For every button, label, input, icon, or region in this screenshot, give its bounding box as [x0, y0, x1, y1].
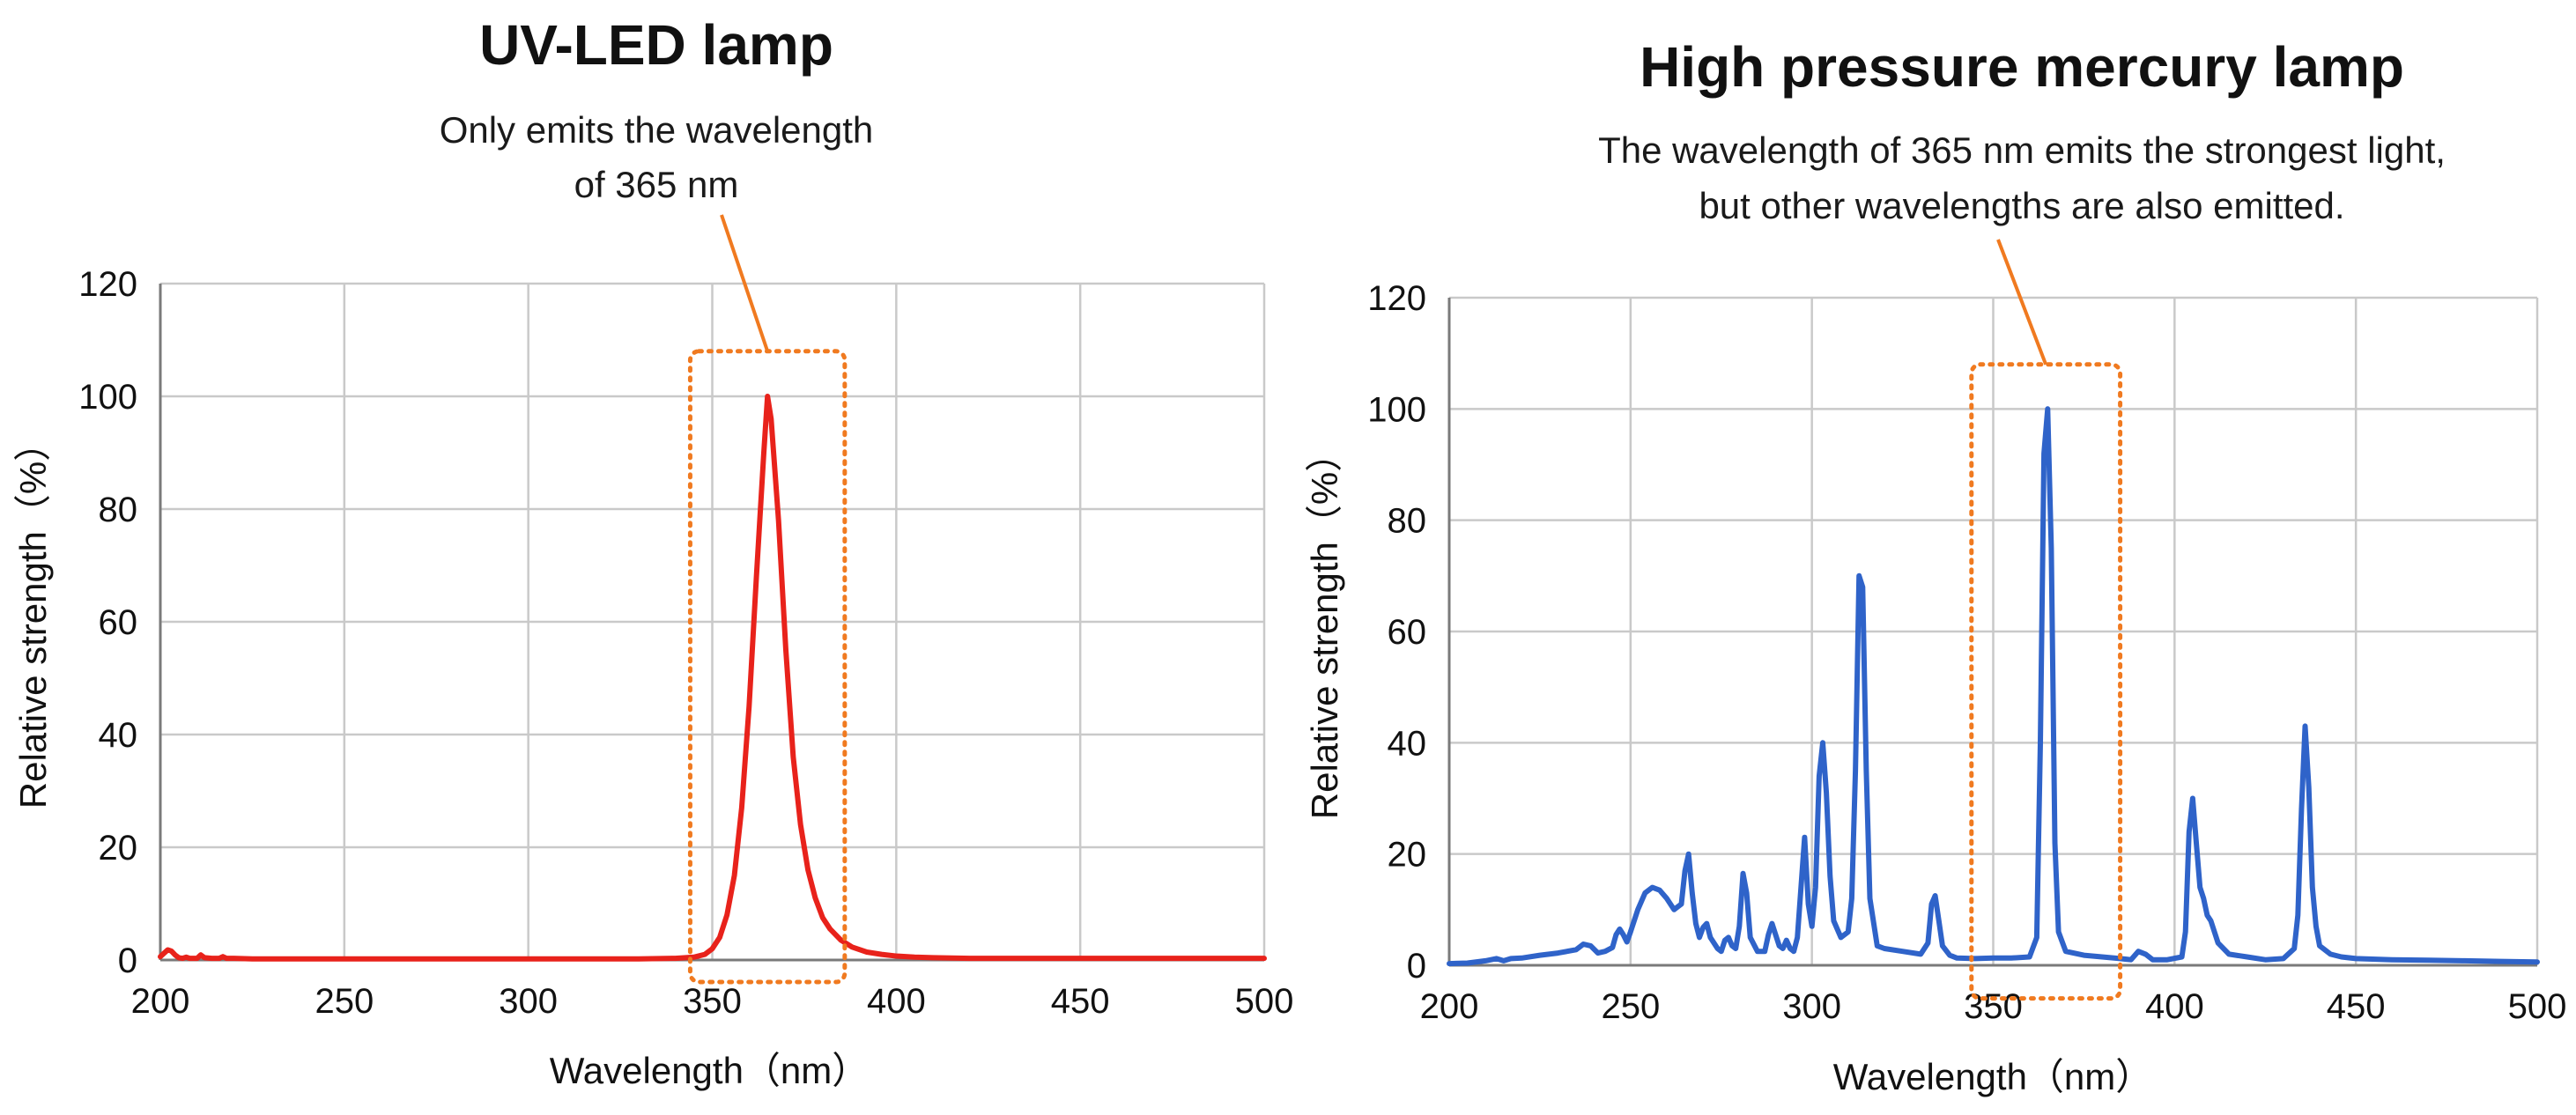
- y-tick-label: 60: [1388, 613, 1427, 652]
- y-tick-label: 120: [78, 265, 137, 304]
- x-tick-label: 400: [2145, 987, 2204, 1026]
- y-tick-label: 0: [118, 941, 137, 980]
- chart-title: High pressure mercury lamp: [1640, 35, 2404, 99]
- annotation-leader-line: [1996, 239, 2048, 366]
- y-tick-label: 40: [99, 716, 138, 755]
- y-tick-label: 60: [99, 603, 138, 642]
- plot-area: 0 20 40 60 80 100 120 200 250 300 350 400 450 500: [1367, 239, 2567, 1026]
- x-tick-label: 250: [1601, 987, 1660, 1026]
- x-tick-label: 250: [315, 982, 374, 1021]
- x-tick-label: 300: [1782, 987, 1841, 1026]
- x-axis-label: Wavelength（nm）: [550, 1050, 870, 1091]
- y-axis-label: Relative strength（%）: [12, 425, 54, 809]
- annotation-line-2: of 365 nm: [574, 164, 739, 205]
- x-axis-label: Wavelength（nm）: [1833, 1056, 2153, 1097]
- x-tick-label: 200: [1420, 987, 1479, 1026]
- y-tick-label: 20: [99, 829, 138, 868]
- annotation-leader-line: [720, 214, 770, 352]
- y-tick-label: 100: [1367, 390, 1426, 429]
- y-tick-label: 120: [1367, 279, 1426, 318]
- annotation-line-1: The wavelength of 365 nm emits the stron…: [1598, 129, 2446, 171]
- annotation-line-1: Only emits the wavelength: [440, 109, 874, 151]
- y-tick-label: 20: [1388, 836, 1427, 875]
- series-line: [1447, 406, 2540, 967]
- y-axis-label: Relative strength（%）: [1304, 435, 1345, 820]
- y-tick-label: 80: [99, 491, 138, 529]
- x-tick-label: 350: [1964, 987, 2023, 1026]
- y-tick-label: 0: [1407, 947, 1426, 986]
- plot-area: 0 20 40 60 80 100 120 200 250 300 350 400 450 500: [78, 214, 1294, 1021]
- x-tick-label: 500: [1235, 982, 1294, 1021]
- x-tick-label: 200: [131, 982, 190, 1021]
- series-line: [158, 394, 1267, 962]
- x-tick-label: 450: [1051, 982, 1110, 1021]
- x-tick-label: 500: [2508, 987, 2567, 1026]
- x-tick-label: 400: [867, 982, 926, 1021]
- chart-right: High pressure mercury lamp The wavelengt…: [1304, 35, 2566, 1097]
- chart-left: UV-LED lamp Only emits the wavelength of…: [12, 13, 1293, 1091]
- y-tick-label: 100: [78, 378, 137, 417]
- chart-title: UV-LED lamp: [479, 13, 833, 77]
- x-tick-label: 450: [2327, 987, 2386, 1026]
- x-tick-label: 300: [499, 982, 558, 1021]
- y-tick-label: 40: [1388, 724, 1427, 763]
- highlight-box-365nm: [687, 349, 848, 985]
- y-tick-label: 80: [1388, 502, 1427, 541]
- x-tick-label: 350: [683, 982, 742, 1021]
- annotation-line-2: but other wavelengths are also emitted.: [1699, 185, 2344, 226]
